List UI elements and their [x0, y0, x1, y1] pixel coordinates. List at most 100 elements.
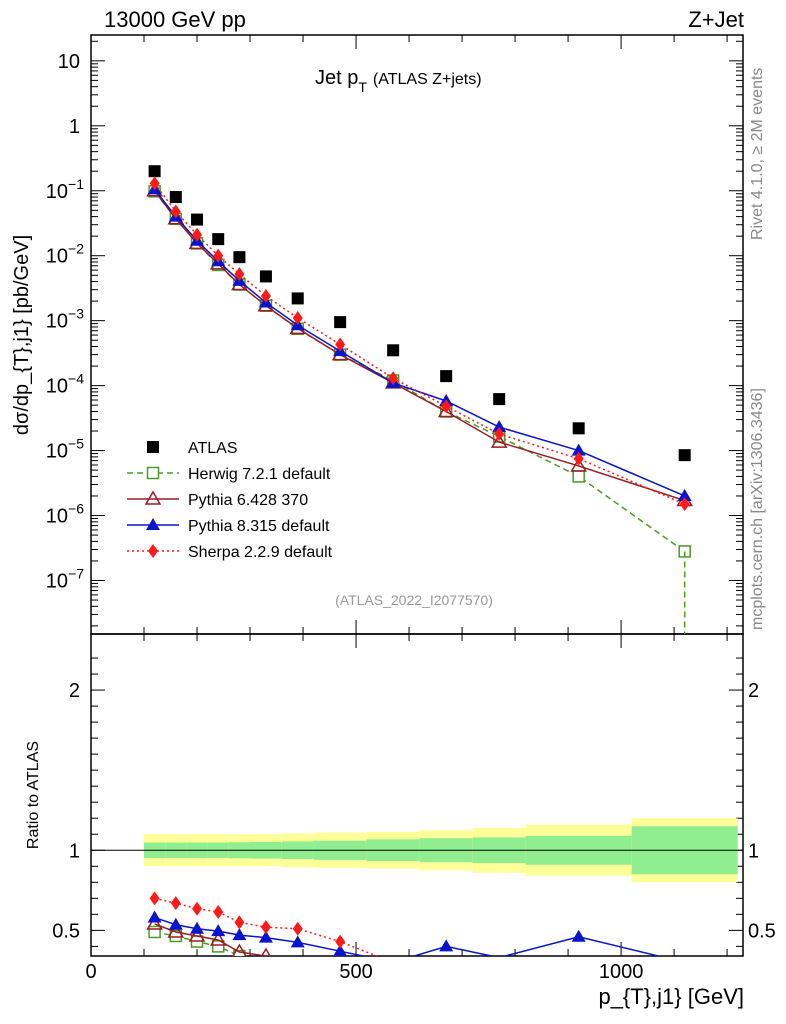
ratio-point-herwig	[169, 929, 183, 943]
ratio-point-pythia6	[167, 923, 185, 938]
ratio-point-pythia6	[260, 947, 271, 956]
ratio-y-tick-label-right: 1	[748, 840, 759, 862]
ratio-y-tick-label-right: 2	[748, 680, 759, 702]
point-sherpa	[149, 176, 160, 191]
ratio-ticks: 0.5 0.5 1 1 2 2 0 500 1000	[52, 657, 776, 983]
ratio-uncertainty-band	[91, 818, 743, 883]
x-tick-label: 1000	[599, 961, 644, 983]
ratio-point-pythia8	[258, 930, 273, 943]
point-atlas	[259, 270, 272, 283]
ratio-point-pythia8	[290, 935, 305, 948]
point-sherpa	[213, 248, 224, 263]
ratio-point-sherpa	[213, 904, 224, 919]
point-sherpa	[335, 337, 346, 352]
ratio-point-sherpa	[149, 891, 160, 906]
ratio-point-pythia6	[146, 915, 163, 930]
ratio-line-pythia6	[154, 923, 270, 956]
point-atlas	[148, 165, 161, 178]
ratio-point-pythia8	[190, 921, 205, 934]
ratio-point-pythia8	[571, 929, 586, 942]
y-tick-label: 10−3	[46, 306, 84, 333]
point-atlas	[169, 191, 182, 204]
point-pythia6	[490, 433, 508, 448]
ratio-series	[146, 891, 662, 956]
point-pythia8	[677, 488, 692, 501]
legend-label-pythia8: Pythia 8.315 default	[188, 518, 330, 535]
main-y-ticks: 10 1 10−1 10−2 10−3 10−4 10−5 10−6 10−7	[46, 35, 743, 956]
main-title: Jet pT (ATLAS Z+jets)	[315, 67, 482, 95]
ratio-point-pythia8	[439, 939, 454, 952]
x-tick-label: 0	[85, 961, 96, 983]
ratio-point-pythia8	[333, 944, 348, 956]
point-sherpa	[441, 399, 452, 414]
point-sherpa	[170, 204, 181, 219]
point-sherpa	[260, 288, 271, 303]
ratio-point-sherpa	[170, 896, 181, 911]
legend-marker-atlas	[147, 441, 159, 453]
main-series	[146, 165, 693, 634]
point-sherpa	[679, 497, 690, 512]
ratio-point-sherpa	[335, 934, 346, 949]
ratio-frame	[90, 633, 744, 957]
legend-marker-herwig	[146, 466, 160, 480]
ratio-point-herwig	[211, 940, 225, 953]
point-pythia8	[571, 443, 586, 456]
legend-marker-sherpa	[148, 544, 158, 558]
point-atlas	[191, 213, 204, 226]
point-herwig	[572, 470, 585, 483]
ratio-y-tick-label: 2	[69, 680, 80, 702]
point-atlas	[678, 449, 691, 462]
ratio-point-pythia8	[147, 910, 162, 923]
ratio-point-pythia8	[168, 917, 183, 930]
point-sherpa	[192, 227, 203, 242]
y-tick-label: 10	[58, 51, 80, 73]
ratio-point-pythia8	[232, 928, 247, 941]
y-tick-label: 10−2	[46, 241, 84, 268]
ratio-point-pythia6	[188, 927, 206, 942]
mcplots-label: mcplots.cern.ch [arXiv:1306.3436]	[749, 388, 766, 630]
point-atlas	[493, 393, 506, 406]
y-tick-label: 1	[69, 116, 80, 138]
point-sherpa	[494, 426, 505, 441]
ratio-y-tick-label: 1	[69, 840, 80, 862]
x-tick-label: 500	[339, 961, 372, 983]
y-tick-label: 10−1	[46, 176, 84, 203]
ratio-point-sherpa	[234, 915, 245, 930]
y-tick-label: 10−5	[46, 436, 84, 463]
analysis-watermark: (ATLAS_2022_I2077570)	[335, 592, 493, 608]
ratio-point-herwig	[148, 925, 161, 939]
legend-label-atlas: ATLAS	[188, 440, 238, 457]
legend-marker-pythia6	[144, 490, 162, 505]
ratio-point-sherpa	[192, 901, 203, 916]
ratio-point-herwig	[233, 949, 246, 956]
ratio-y-tick-label-right: 0.5	[748, 920, 776, 942]
y-tick-label: 10−7	[46, 565, 84, 592]
point-atlas	[212, 233, 225, 246]
ratio-point-pythia6	[232, 943, 247, 956]
legend-marker-pythia8	[146, 518, 160, 530]
point-atlas	[233, 251, 246, 264]
point-pythia6	[437, 402, 455, 418]
header-left: 13000 GeV pp	[104, 7, 246, 32]
point-pythia6	[570, 457, 587, 472]
main-y-axis-label: dσ/dp_{T},j1} [pb/GeV]	[11, 235, 33, 435]
x-axis-label: p_{T},j1} [GeV]	[598, 984, 744, 1009]
ratio-point-sherpa	[260, 920, 271, 935]
point-atlas	[334, 316, 347, 329]
ratio-line-herwig	[154, 931, 246, 956]
y-tick-label: 10−6	[46, 501, 84, 528]
legend: ATLAS Herwig 7.2.1 default Pythia 6.428 37…	[127, 440, 333, 561]
point-sherpa	[292, 310, 303, 325]
ratio-point-pythia8	[211, 924, 226, 937]
point-sherpa	[388, 371, 399, 386]
y-tick-label: 10−4	[46, 371, 84, 398]
ratio-point-sherpa	[292, 921, 303, 936]
ratio-point-pythia6	[209, 931, 227, 946]
legend-label-herwig: Herwig 7.2.1 default	[188, 466, 331, 483]
legend-label-sherpa: Sherpa 2.2.9 default	[188, 544, 333, 561]
point-atlas	[387, 344, 400, 357]
header-right: Z+Jet	[688, 7, 744, 32]
point-pythia8	[492, 420, 507, 433]
point-atlas	[440, 370, 453, 383]
